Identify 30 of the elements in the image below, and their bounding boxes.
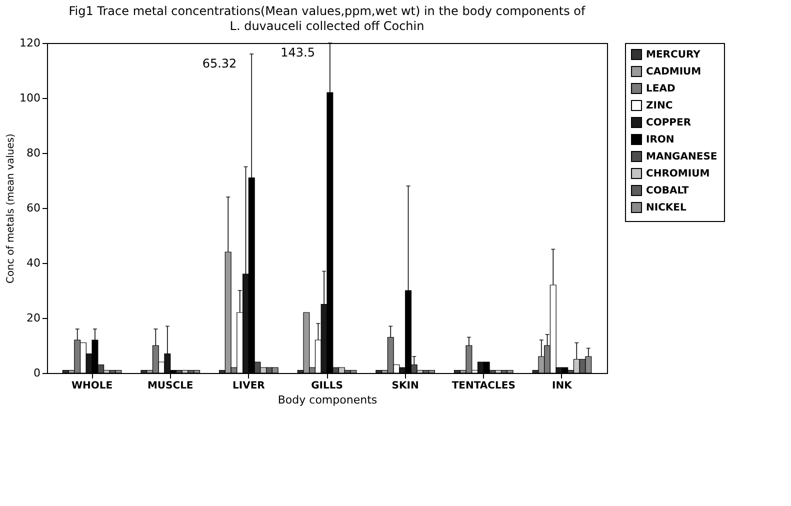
legend-label: COPPER xyxy=(646,118,692,128)
legend-label: NICKEL xyxy=(646,202,688,214)
legend-label: MERCURY xyxy=(646,50,702,60)
legend-label: CADMIUM xyxy=(646,66,702,78)
legend-label: LEAD xyxy=(646,84,676,94)
y-tick-label: 120 xyxy=(20,36,40,50)
x-tick-label: INK xyxy=(552,380,574,392)
annotation: 143.5 xyxy=(280,46,315,60)
x-axis-title: Body components xyxy=(278,394,378,406)
legend-label: ZINC xyxy=(646,100,673,112)
y-tick-label: 80 xyxy=(26,146,40,160)
x-tick-label: TENTACLES xyxy=(452,380,516,392)
y-tick-label: 60 xyxy=(26,202,40,214)
y-axis-title: Conc of metals (mean values) xyxy=(6,133,17,284)
x-tick-label: MUSCLE xyxy=(147,380,194,392)
legend-label: MANGANESE xyxy=(646,152,718,162)
annotation: 65.32 xyxy=(202,56,237,70)
y-tick-label: 40 xyxy=(26,256,40,270)
y-tick-label: 100 xyxy=(20,92,40,104)
legend-label: IRON xyxy=(646,134,674,146)
x-tick-label: LIVER xyxy=(232,380,266,392)
chart-subtitle: L. duvauceli collected off Cochin xyxy=(230,19,424,33)
x-tick-label: SKIN xyxy=(392,380,419,392)
x-tick-label: WHOLE xyxy=(71,380,113,392)
legend-label: COBALT xyxy=(646,186,689,196)
y-tick-label: 0 xyxy=(34,366,40,380)
x-tick-label: GILLS xyxy=(311,380,343,392)
y-tick-label: 20 xyxy=(26,312,40,324)
legend-label: CHROMIUM xyxy=(646,168,710,180)
chart-title: Fig1 Trace metal concentrations(Mean values,ppm,wet wt) in the body components of xyxy=(68,4,586,18)
